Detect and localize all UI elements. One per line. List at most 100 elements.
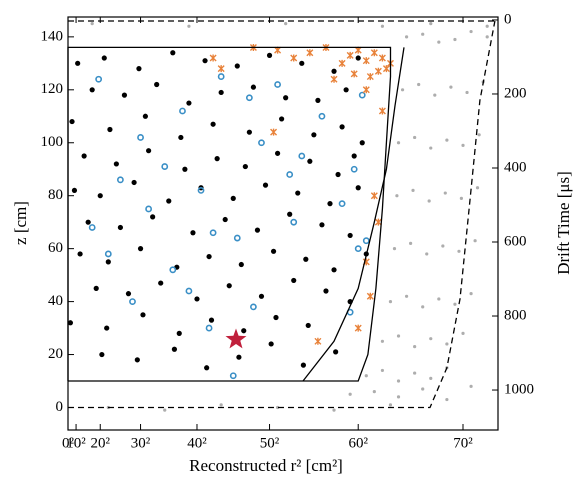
event-point xyxy=(338,59,346,67)
event-point xyxy=(209,54,217,62)
event-point xyxy=(97,193,103,199)
event-point xyxy=(477,133,481,137)
event-point xyxy=(338,200,346,208)
event-point xyxy=(445,138,449,142)
event-point xyxy=(233,234,241,242)
event-point xyxy=(485,35,489,39)
event-point xyxy=(208,317,215,323)
event-point xyxy=(275,405,280,410)
event-point xyxy=(197,187,205,194)
event-point xyxy=(250,303,257,311)
event-point xyxy=(396,379,401,383)
event-point xyxy=(179,107,186,115)
x-tick-label: 50² xyxy=(260,435,280,451)
event-point xyxy=(116,176,124,184)
event-point xyxy=(258,293,265,299)
event-point xyxy=(421,305,425,309)
event-point xyxy=(380,339,384,343)
event-point xyxy=(268,341,274,347)
event-point xyxy=(75,60,81,66)
event-point xyxy=(362,57,370,65)
event-point xyxy=(246,129,252,135)
event-point xyxy=(77,251,83,257)
event-point xyxy=(186,100,192,106)
y-tick-label: 120 xyxy=(41,81,64,97)
event-point xyxy=(339,124,345,130)
event-point xyxy=(355,185,361,191)
event-point xyxy=(306,49,314,57)
event-point xyxy=(469,384,473,388)
y2-tick-label: 0 xyxy=(504,11,512,27)
event-point xyxy=(279,116,285,122)
event-point xyxy=(284,22,288,26)
event-point xyxy=(241,328,247,334)
event-point xyxy=(362,86,370,94)
event-point xyxy=(485,24,489,28)
event-point xyxy=(290,218,298,226)
event-point xyxy=(234,63,240,69)
event-point xyxy=(461,143,465,148)
event-point xyxy=(222,216,228,223)
event-point xyxy=(121,92,128,98)
event-point xyxy=(409,241,413,245)
event-point xyxy=(350,70,358,78)
event-point xyxy=(404,35,409,39)
dashed-boundary xyxy=(68,20,496,409)
event-point xyxy=(303,256,309,262)
event-point xyxy=(429,146,433,150)
event-point xyxy=(202,58,208,64)
event-point xyxy=(429,376,433,380)
event-point xyxy=(445,397,449,402)
plot-area xyxy=(67,20,498,412)
event-point xyxy=(146,148,152,154)
event-point xyxy=(351,153,357,159)
x-tick-label: 40² xyxy=(187,435,207,451)
event-point xyxy=(374,67,382,75)
event-point xyxy=(295,190,301,196)
event-point xyxy=(217,65,225,73)
event-point xyxy=(433,93,437,97)
event-point xyxy=(250,84,257,90)
event-point xyxy=(254,227,261,233)
event-point xyxy=(299,60,305,66)
event-point xyxy=(346,51,354,59)
event-point xyxy=(150,214,156,220)
event-point xyxy=(99,351,105,358)
event-point xyxy=(142,113,148,119)
event-point xyxy=(238,261,244,268)
event-point xyxy=(88,224,96,231)
event-point xyxy=(210,121,216,127)
event-point xyxy=(145,205,153,213)
y-tick-label: 40 xyxy=(48,293,63,309)
event-point xyxy=(182,166,188,172)
event-point xyxy=(332,408,336,412)
event-point xyxy=(298,152,306,160)
y-tick-label: 100 xyxy=(41,134,64,150)
event-point xyxy=(161,163,169,170)
event-point xyxy=(441,244,445,248)
event-point xyxy=(258,139,265,147)
event-point xyxy=(413,371,417,375)
event-point xyxy=(262,182,269,188)
event-point xyxy=(388,299,393,304)
event-point xyxy=(327,201,333,207)
event-point xyxy=(166,198,172,204)
event-point xyxy=(449,85,453,89)
event-point xyxy=(307,158,313,164)
event-point xyxy=(131,179,137,186)
event-point xyxy=(388,403,393,407)
event-point xyxy=(137,246,144,252)
y-axis-title: z [cm] xyxy=(11,201,30,245)
event-point xyxy=(291,277,297,284)
x-tick-label: 20² xyxy=(90,435,110,451)
event-point xyxy=(469,292,473,296)
event-point xyxy=(396,395,401,399)
event-point xyxy=(475,186,480,190)
event-point xyxy=(421,32,425,36)
event-point xyxy=(245,94,253,102)
event-point xyxy=(453,37,457,42)
event-point xyxy=(392,247,397,251)
y-tick-label: 0 xyxy=(56,399,64,415)
plot-frame xyxy=(67,16,499,431)
event-point xyxy=(445,342,449,346)
